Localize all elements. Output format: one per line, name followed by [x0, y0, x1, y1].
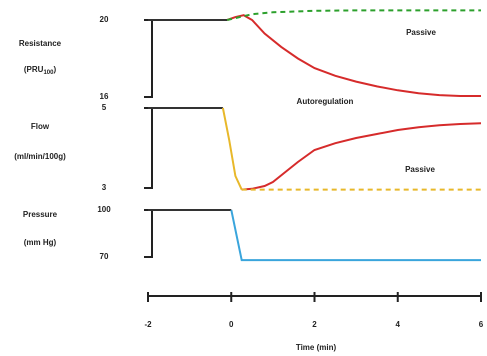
y-tick-label: 5 [102, 103, 107, 112]
y-axis-unit: (PRU100) [24, 65, 57, 75]
y-tick-label: 16 [100, 92, 109, 101]
y-tick-label: 70 [100, 252, 109, 261]
annotation: Autoregulation [297, 97, 354, 106]
y-axis-unit: (ml/min/100g) [14, 152, 66, 161]
y-axis-label: Pressure [23, 210, 58, 219]
x-tick-label: 0 [229, 320, 234, 329]
unit-part: (mm Hg) [24, 238, 57, 247]
y-tick-label: 3 [102, 183, 107, 192]
x-tick-label: 4 [396, 320, 401, 329]
y-tick-label: 100 [97, 205, 111, 214]
annotation: Passive [405, 165, 435, 174]
annotation: Passive [406, 28, 436, 37]
y-axis-label: Flow [31, 122, 50, 131]
series-line [230, 209, 481, 262]
unit-part: ) [53, 65, 56, 74]
y-axis-label: Resistance [19, 39, 62, 48]
x-tick-label: 6 [479, 320, 484, 329]
y-tick-label: 20 [100, 15, 109, 24]
x-axis-label: Time (min) [296, 343, 337, 352]
y-axis-unit: (mm Hg) [24, 238, 57, 247]
series-line [241, 122, 482, 191]
x-tick-label: 2 [312, 320, 317, 329]
unit-part: (ml/min/100g) [14, 152, 66, 161]
unit-part: (PRU [24, 65, 44, 74]
series-line [221, 107, 243, 191]
unit-part: 100 [43, 70, 54, 76]
series-line [226, 9, 481, 21]
x-tick-label: -2 [144, 320, 152, 329]
series-line [226, 14, 481, 97]
